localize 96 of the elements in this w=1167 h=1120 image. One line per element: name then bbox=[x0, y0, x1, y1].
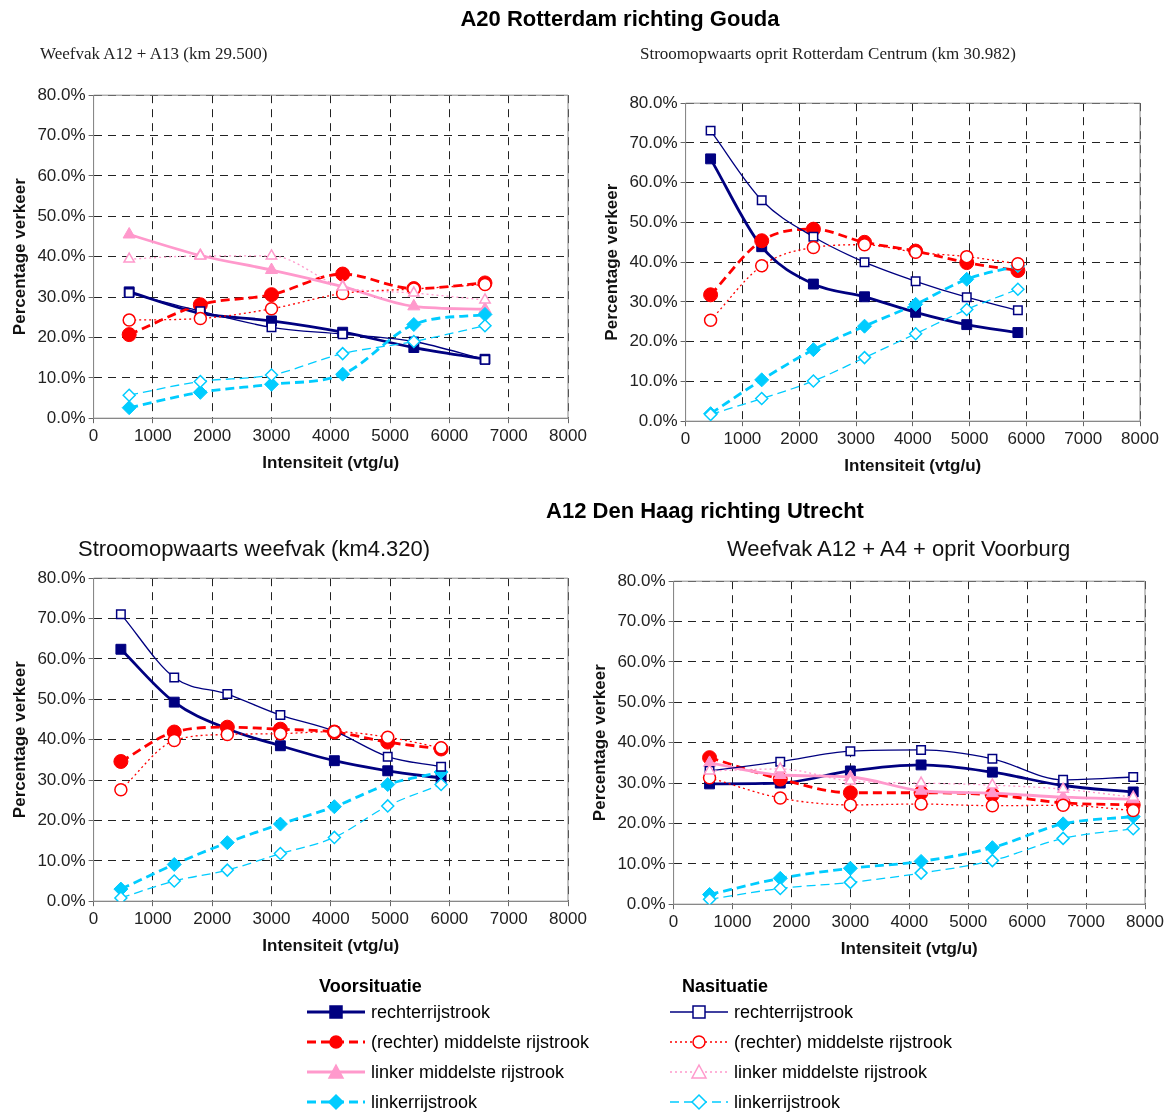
x-tick-label: 3000 bbox=[252, 909, 291, 929]
x-tick-label: 5000 bbox=[371, 426, 410, 446]
y-tick-label: 0.0% bbox=[46, 890, 86, 910]
y-axis-title: Percentage verkeer bbox=[601, 183, 621, 341]
x-axis-title: Intensiteit (vtg/u) bbox=[262, 453, 400, 473]
chart-subtitle: Weefvak A12 + A13 (km 29.500) bbox=[40, 44, 268, 64]
x-tick-label: 2000 bbox=[772, 912, 811, 932]
x-tick-label: 1000 bbox=[133, 909, 172, 929]
y-tick-label: 40.0% bbox=[629, 251, 678, 271]
y-tick-label: 10.0% bbox=[629, 371, 678, 391]
x-tick-label: 8000 bbox=[549, 909, 587, 929]
legend-label: linkerrijstrook bbox=[371, 1091, 478, 1113]
x-tick-label: 6000 bbox=[1007, 429, 1046, 449]
y-tick-label: 70.0% bbox=[617, 611, 666, 631]
legend-label: rechterrijstrook bbox=[371, 1001, 491, 1023]
x-tick-label: 4000 bbox=[311, 909, 350, 929]
x-tick-label: 8000 bbox=[1121, 429, 1159, 449]
x-tick-label: 0 bbox=[88, 909, 99, 929]
x-tick-label: 4000 bbox=[893, 429, 932, 449]
y-tick-label: 0.0% bbox=[46, 407, 86, 427]
legend-label: linker middelste rijstrook bbox=[734, 1061, 928, 1083]
y-tick-label: 70.0% bbox=[37, 608, 86, 628]
x-tick-label: 2000 bbox=[780, 429, 819, 449]
y-tick-label: 80.0% bbox=[617, 570, 666, 590]
x-tick-label: 4000 bbox=[311, 426, 350, 446]
x-axis-title: Intensiteit (vtg/u) bbox=[840, 939, 978, 959]
legend-label: (rechter) middelste rijstrook bbox=[734, 1031, 953, 1053]
x-tick-label: 1000 bbox=[133, 426, 172, 446]
x-tick-label: 6000 bbox=[430, 909, 469, 929]
y-tick-label: 30.0% bbox=[629, 291, 678, 311]
x-tick-label: 5000 bbox=[371, 909, 410, 929]
y-tick-label: 60.0% bbox=[37, 165, 86, 185]
x-tick-label: 0 bbox=[680, 429, 691, 449]
y-tick-label: 60.0% bbox=[617, 651, 666, 671]
text: Voorsituatie bbox=[319, 976, 423, 997]
y-tick-label: 50.0% bbox=[617, 692, 666, 712]
y-tick-label: 50.0% bbox=[37, 206, 86, 226]
y-tick-label: 40.0% bbox=[37, 246, 86, 266]
x-tick-label: 5000 bbox=[949, 912, 988, 932]
x-axis-title: Intensiteit (vtg/u) bbox=[262, 936, 400, 956]
x-tick-label: 7000 bbox=[489, 909, 528, 929]
x-tick-label: 5000 bbox=[950, 429, 989, 449]
y-tick-label: 40.0% bbox=[617, 732, 666, 752]
y-tick-label: 50.0% bbox=[629, 212, 678, 232]
y-tick-label: 0.0% bbox=[626, 893, 666, 913]
y-tick-label: 10.0% bbox=[37, 367, 86, 387]
y-tick-label: 20.0% bbox=[37, 810, 86, 830]
y-tick-label: 50.0% bbox=[37, 689, 86, 709]
x-tick-label: 6000 bbox=[1008, 912, 1047, 932]
x-tick-label: 3000 bbox=[831, 912, 870, 932]
x-axis-title: Intensiteit (vtg/u) bbox=[844, 456, 982, 476]
x-tick-label: 8000 bbox=[549, 426, 587, 446]
x-tick-label: 4000 bbox=[890, 912, 929, 932]
y-tick-label: 60.0% bbox=[629, 172, 678, 192]
x-tick-label: 2000 bbox=[193, 426, 232, 446]
y-axis-title: Percentage verkeer bbox=[589, 663, 609, 822]
legend-label: linker middelste rijstrook bbox=[371, 1061, 565, 1083]
y-tick-label: 30.0% bbox=[37, 769, 86, 789]
x-tick-label: 7000 bbox=[1064, 429, 1103, 449]
x-tick-label: 8000 bbox=[1126, 912, 1164, 932]
x-tick-label: 3000 bbox=[252, 426, 291, 446]
y-tick-label: 30.0% bbox=[37, 286, 86, 306]
x-tick-label: 0 bbox=[668, 912, 679, 932]
legend-label: linkerrijstrook bbox=[734, 1091, 841, 1113]
y-tick-label: 10.0% bbox=[617, 853, 666, 873]
y-tick-label: 70.0% bbox=[37, 125, 86, 145]
y-tick-label: 30.0% bbox=[617, 772, 666, 792]
y-tick-label: 40.0% bbox=[37, 729, 86, 749]
y-tick-label: 80.0% bbox=[629, 92, 678, 112]
x-tick-label: 7000 bbox=[1067, 912, 1105, 932]
y-tick-label: 0.0% bbox=[638, 410, 678, 430]
y-tick-label: 80.0% bbox=[37, 567, 86, 587]
y-axis-title: Percentage verkeer bbox=[9, 660, 29, 819]
x-tick-label: 1000 bbox=[723, 429, 762, 449]
x-tick-label: 6000 bbox=[430, 426, 469, 446]
x-tick-label: 1000 bbox=[713, 912, 752, 932]
legend-label: rechterrijstrook bbox=[734, 1001, 854, 1023]
y-tick-label: 20.0% bbox=[37, 327, 86, 347]
x-tick-label: 2000 bbox=[193, 909, 232, 929]
x-tick-label: 3000 bbox=[837, 429, 875, 449]
x-tick-label: 7000 bbox=[489, 426, 528, 446]
legend-label: (rechter) middelste rijstrook bbox=[371, 1031, 590, 1053]
y-tick-label: 60.0% bbox=[37, 648, 86, 668]
y-tick-label: 10.0% bbox=[37, 850, 86, 870]
y-tick-label: 20.0% bbox=[629, 331, 678, 351]
chart-subtitle: Weefvak A12 + A4 + oprit Voorburg bbox=[727, 536, 1071, 562]
chart-title: A12 Den Haag richting Utrecht bbox=[546, 498, 864, 524]
chart-subtitle: Stroomopwaarts weefvak (km4.320) bbox=[78, 536, 431, 562]
y-tick-label: 20.0% bbox=[617, 813, 666, 833]
text: Nasituatie bbox=[682, 976, 770, 997]
y-tick-label: 70.0% bbox=[629, 132, 678, 152]
x-tick-label: 0 bbox=[88, 426, 99, 446]
y-axis-title: Percentage verkeer bbox=[9, 177, 29, 336]
text: A20 Rotterdam richting Gouda bbox=[460, 6, 780, 32]
chart-subtitle: Stroomopwaarts oprit Rotterdam Centrum (km 30.982) bbox=[640, 44, 1016, 64]
y-tick-label: 80.0% bbox=[37, 84, 86, 104]
